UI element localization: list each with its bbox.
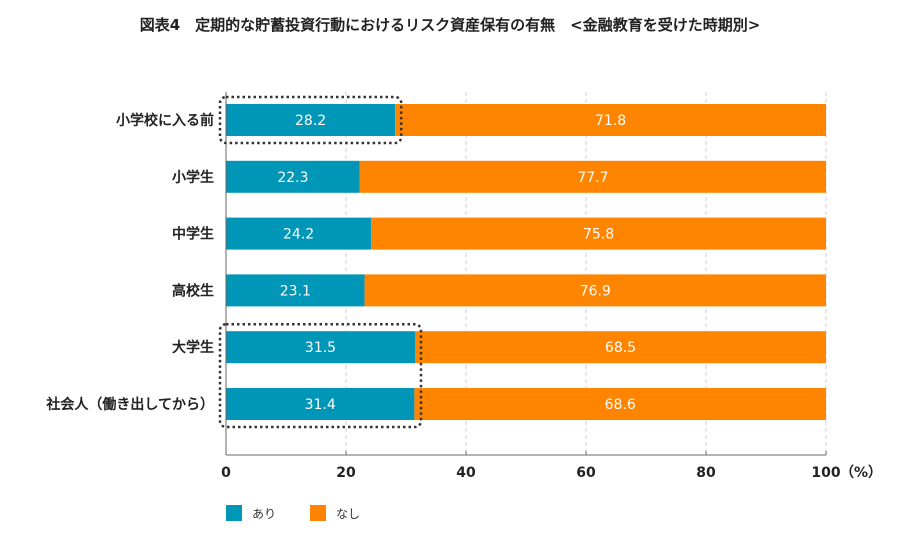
category-label: 大学生	[172, 339, 214, 356]
bars: 28.2 71.8 22.3 77.7 24.2 75.8 23.1 76.9 31.5 68.5…	[226, 104, 826, 420]
bar-segment	[226, 274, 365, 307]
data-label: 22.3	[277, 170, 308, 186]
bar-segment	[364, 274, 826, 307]
data-label: 31.5	[305, 340, 336, 356]
tick-label: 80	[696, 465, 716, 481]
category-label: 小学校に入る前	[116, 112, 214, 129]
bar-segment	[371, 217, 826, 250]
bar-segment	[414, 388, 826, 420]
chart-title: 図表4 定期的な貯蓄投資行動におけるリスク資産保有の有無 <金融教育を受けた時期…	[140, 16, 761, 34]
tick-label: 40	[456, 465, 476, 481]
bar-segment	[226, 160, 360, 193]
data-label: 23.1	[280, 283, 311, 299]
bar-segment	[226, 104, 396, 136]
bar-segment	[226, 331, 415, 364]
bar-segment	[395, 104, 826, 136]
tick-label: 0	[221, 465, 231, 481]
tick-label: 100	[811, 465, 840, 481]
data-label: 28.2	[295, 113, 326, 129]
data-label: 68.5	[605, 340, 636, 356]
bar-segment	[415, 331, 826, 364]
x-axis: 0 20 40 60 80 100 （%）	[221, 92, 882, 481]
data-label: 68.6	[605, 397, 636, 413]
category-label: 小学生	[172, 169, 214, 186]
data-label: 76.9	[580, 283, 611, 299]
bar-segment	[359, 160, 826, 193]
highlight-box	[218, 95, 403, 145]
x-unit-label: （%）	[840, 465, 882, 481]
bar-segment	[226, 388, 415, 420]
category-label: 社会人（働き出してから）	[45, 396, 214, 413]
category-label: 中学生	[172, 226, 214, 243]
legend-label: なし	[336, 507, 360, 521]
data-label: 24.2	[283, 227, 314, 243]
data-label: 77.7	[577, 170, 608, 186]
data-label: 31.4	[305, 397, 336, 413]
tick-label: 20	[336, 465, 356, 481]
data-label: 71.8	[595, 113, 626, 129]
highlight-box	[218, 322, 423, 429]
bar-segment	[226, 217, 372, 250]
data-label: 75.8	[583, 227, 614, 243]
legend: あり なし	[226, 505, 360, 521]
category-label: 高校生	[172, 282, 214, 299]
legend-swatch	[310, 505, 326, 521]
highlight-boxes	[218, 95, 423, 429]
tick-label: 60	[576, 465, 596, 481]
legend-label: あり	[252, 507, 276, 521]
legend-swatch	[226, 505, 242, 521]
